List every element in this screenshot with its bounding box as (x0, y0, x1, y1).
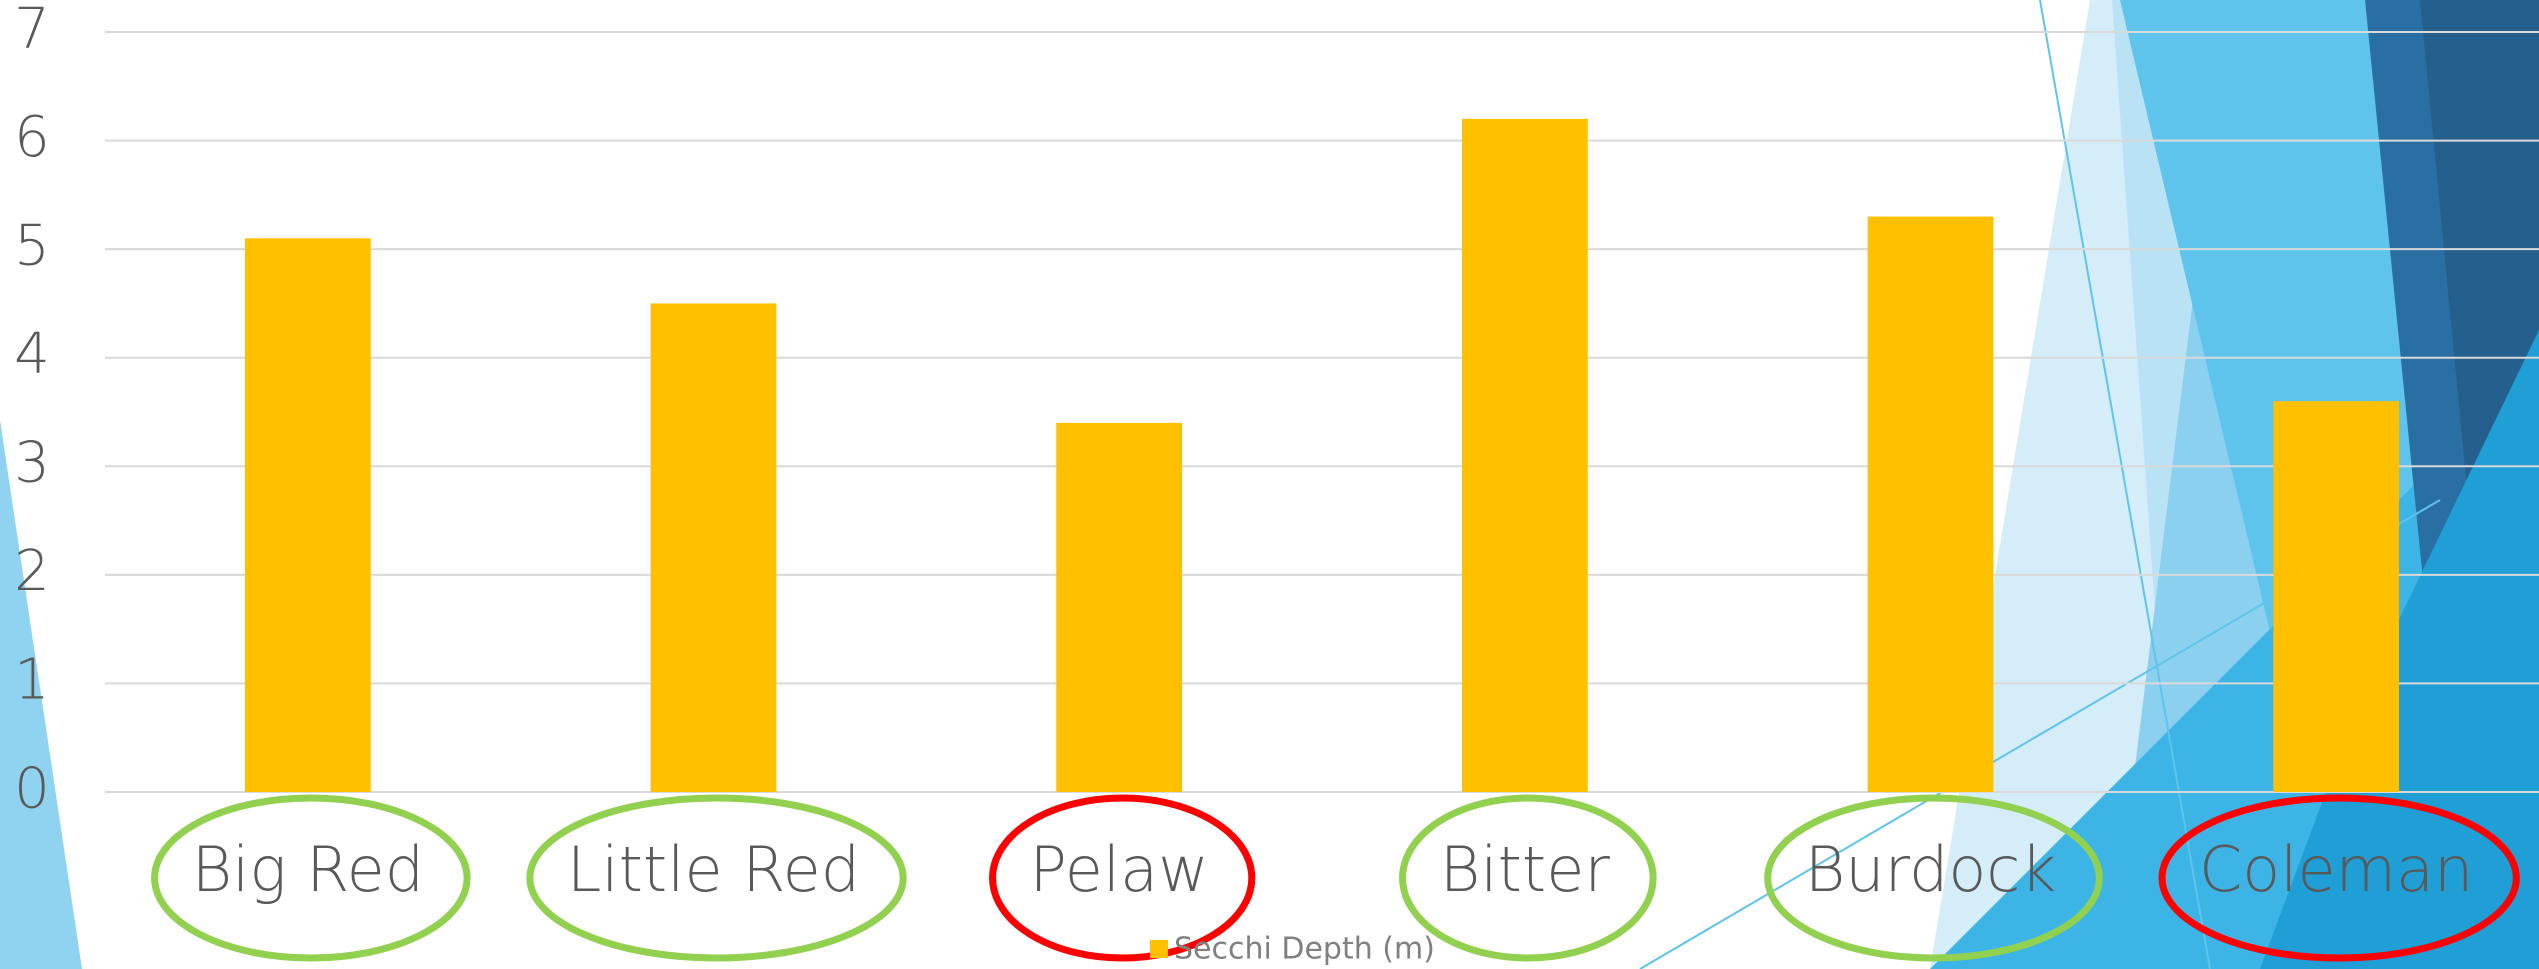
legend-label: Secchi Depth (m) (1174, 932, 1435, 967)
x-tick-label: Bitter (1440, 833, 1611, 906)
decor-shape (0, 420, 82, 969)
bar (1056, 422, 1183, 792)
category-highlight (989, 794, 1256, 962)
y-tick-label: 7 (14, 0, 50, 61)
y-tick-label: 4 (14, 322, 50, 387)
y-tick-label: 1 (14, 648, 50, 713)
decor-shape (2260, 330, 2539, 969)
plot-area: 0 1 2 3 4 5 6 7 Big Red Little Red Pelaw Bitter Burd… (14, 0, 2539, 967)
bar (1461, 118, 1588, 793)
y-tick-label: 0 (14, 756, 50, 821)
x-tick-label: Pelaw (1030, 833, 1209, 906)
x-tick-label: Big Red (192, 833, 425, 906)
bar (650, 303, 777, 792)
bar (1867, 216, 1994, 793)
x-tick-label: Little Red (567, 833, 860, 906)
category-highlight (1399, 794, 1657, 962)
y-tick-label: 2 (14, 539, 50, 604)
category-highlight (526, 794, 907, 962)
category-highlight (151, 794, 471, 962)
bar (2273, 401, 2400, 792)
y-tick-label: 6 (14, 105, 50, 170)
category-highlight (1764, 794, 2103, 962)
decor-line (2039, 0, 2211, 969)
legend-swatch (1150, 940, 1168, 958)
y-tick-label: 3 (14, 431, 50, 496)
x-tick-label: Burdock (1805, 833, 2057, 906)
x-tick-label: Coleman (2199, 833, 2473, 906)
decor-shape (2420, 0, 2539, 520)
y-tick-label: 5 (14, 213, 50, 278)
bar (244, 238, 371, 793)
category-highlight (2158, 794, 2520, 962)
